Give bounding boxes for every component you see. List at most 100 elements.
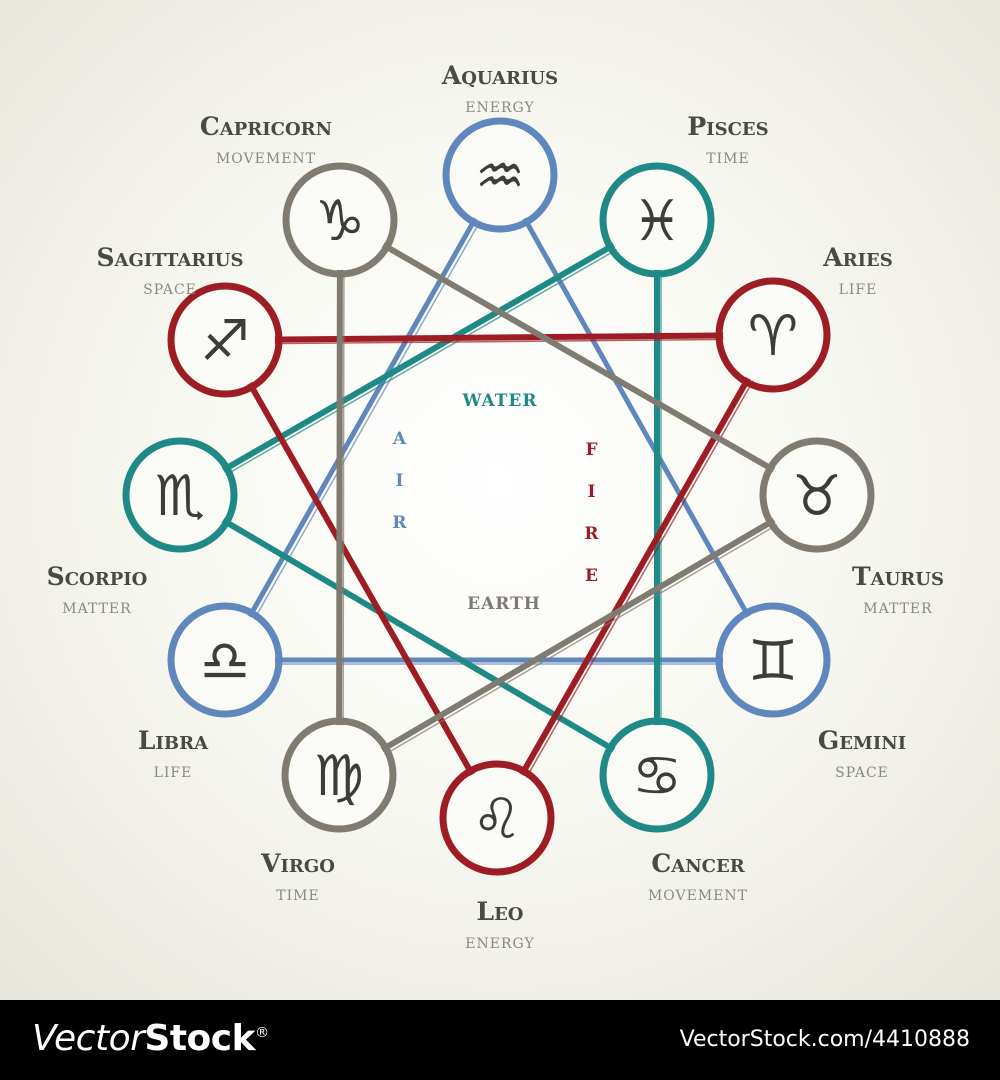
sign-capricorn: ♑ xyxy=(282,162,398,278)
element-line-earth xyxy=(336,217,343,778)
sign-name-taurus: Taurus xyxy=(852,562,944,591)
sign-circle-fill xyxy=(130,445,230,545)
sign-quality-capricorn: MOVEMENT xyxy=(216,151,316,167)
sign-quality-pisces: TIME xyxy=(706,151,749,167)
sign-circle-ring xyxy=(715,602,831,718)
sign-circle-fill xyxy=(175,290,275,390)
sign-circle-ring xyxy=(281,717,397,833)
sign-name-pisces: Pisces xyxy=(687,112,768,141)
sign-leo: ♌ xyxy=(439,760,555,876)
sign-name-capricorn: Capricorn xyxy=(200,112,332,141)
sign-name-cancer: Cancer xyxy=(651,849,745,878)
sign-circles: ♒ ♓ ♈ ♉ ♊ ♋ ♌ ♍ ♎ ♏ ♐ ♑ xyxy=(122,117,875,876)
element-lines xyxy=(177,172,822,823)
gemini-icon: ♊ xyxy=(748,629,798,694)
aries-icon: ♈ xyxy=(748,304,798,369)
sign-virgo: ♍ xyxy=(281,717,397,833)
element-line-fire-shadow xyxy=(228,343,502,823)
sign-circle-fill xyxy=(767,445,867,545)
sign-quality-virgo: TIME xyxy=(276,888,319,904)
element-label-water: WATER xyxy=(461,391,537,411)
sign-circle-ring xyxy=(167,602,283,718)
sign-gemini: ♊ xyxy=(715,602,831,718)
element-line-fire-shadow xyxy=(500,338,778,823)
sign-aquarius: ♒ xyxy=(442,117,558,233)
sign-circle-fill xyxy=(607,725,707,825)
sign-name-sagittarius: Sagittarius xyxy=(96,243,243,272)
sign-aries: ♈ xyxy=(715,277,831,393)
sign-circle-ring xyxy=(599,717,715,833)
taurus-icon: ♉ xyxy=(792,464,842,529)
element-line-air-shadow xyxy=(228,178,505,665)
cancer-icon: ♋ xyxy=(632,744,682,809)
sign-name-aquarius: Aquarius xyxy=(441,61,558,90)
sign-circle-fill xyxy=(723,285,823,385)
element-line-water xyxy=(177,217,660,498)
element-line-water-shadow xyxy=(183,498,662,780)
sign-quality-gemini: SPACE xyxy=(835,765,889,781)
sign-pisces: ♓ xyxy=(599,162,715,278)
sign-name-virgo: Virgo xyxy=(260,849,335,878)
element-line-water-shadow xyxy=(183,223,662,500)
element-line-earth-shadow xyxy=(342,223,345,780)
element-line-earth-shadow xyxy=(342,498,822,780)
sign-circle-fill xyxy=(290,170,390,270)
pisces-icon: ♓ xyxy=(632,189,682,254)
sign-quality-aries: LIFE xyxy=(839,282,878,298)
sign-quality-scorpio: MATTER xyxy=(62,601,131,617)
element-line-fire xyxy=(494,332,776,821)
sign-cancer: ♋ xyxy=(599,717,715,833)
sign-name-scorpio: Scorpio xyxy=(47,562,148,591)
sign-quality-cancer: MOVEMENT xyxy=(648,888,748,904)
aquarius-icon: ♒ xyxy=(475,144,525,209)
element-line-water xyxy=(177,492,660,778)
sign-circle-fill xyxy=(447,768,547,868)
sign-circle-ring xyxy=(715,277,831,393)
sign-libra: ♎ xyxy=(167,602,283,718)
sign-circle-ring xyxy=(442,117,558,233)
virgo-icon: ♍ xyxy=(314,744,364,809)
sign-circle-fill xyxy=(289,725,389,825)
scorpio-icon: ♏ xyxy=(155,464,205,529)
brand-logo: VectorStock® xyxy=(32,1018,269,1059)
sign-circle-ring xyxy=(122,437,238,553)
element-line-air-shadow xyxy=(503,178,778,665)
sagittarius-icon: ♐ xyxy=(200,309,250,374)
sign-circle-ring xyxy=(599,162,715,278)
sign-circle-ring xyxy=(282,162,398,278)
sign-circle-fill xyxy=(450,125,550,225)
capricorn-icon: ♑ xyxy=(315,189,365,254)
sign-circle-ring xyxy=(439,760,555,876)
sign-taurus: ♉ xyxy=(759,437,875,553)
element-line-earth-shadow xyxy=(343,223,822,500)
sign-scorpio: ♏ xyxy=(122,437,238,553)
sign-circle-ring xyxy=(167,282,283,398)
stock-footer: VectorStock® VectorStock.com/4410888 xyxy=(0,1000,1000,1080)
sign-quality-aquarius: ENERGY xyxy=(465,100,534,116)
sign-quality-taurus: MATTER xyxy=(863,601,932,617)
element-line-air xyxy=(497,172,776,663)
sign-quality-sagittarius: SPACE xyxy=(143,282,197,298)
leo-icon: ♌ xyxy=(472,787,522,852)
sign-name-aries: Aries xyxy=(822,243,893,272)
element-line-fire xyxy=(222,332,776,343)
element-line-fire-shadow xyxy=(228,338,778,345)
libra-icon: ♎ xyxy=(200,629,250,694)
sign-sagittarius: ♐ xyxy=(167,282,283,398)
sign-name-libra: Libra xyxy=(138,726,209,755)
sign-name-gemini: Gemini xyxy=(818,726,906,755)
sign-circle-fill xyxy=(175,610,275,710)
element-line-earth xyxy=(337,217,820,498)
stock-id: VectorStock.com/4410888 xyxy=(679,1027,970,1052)
element-line-air xyxy=(222,172,503,663)
sign-labels: Aquarius ENERGY Pisces TIME Aries LIFE Taurus M… xyxy=(47,61,944,952)
sign-name-leo: Leo xyxy=(477,897,524,926)
element-line-fire xyxy=(222,337,500,821)
element-label-earth: EARTH xyxy=(467,594,541,614)
sign-circle-fill xyxy=(607,170,707,270)
